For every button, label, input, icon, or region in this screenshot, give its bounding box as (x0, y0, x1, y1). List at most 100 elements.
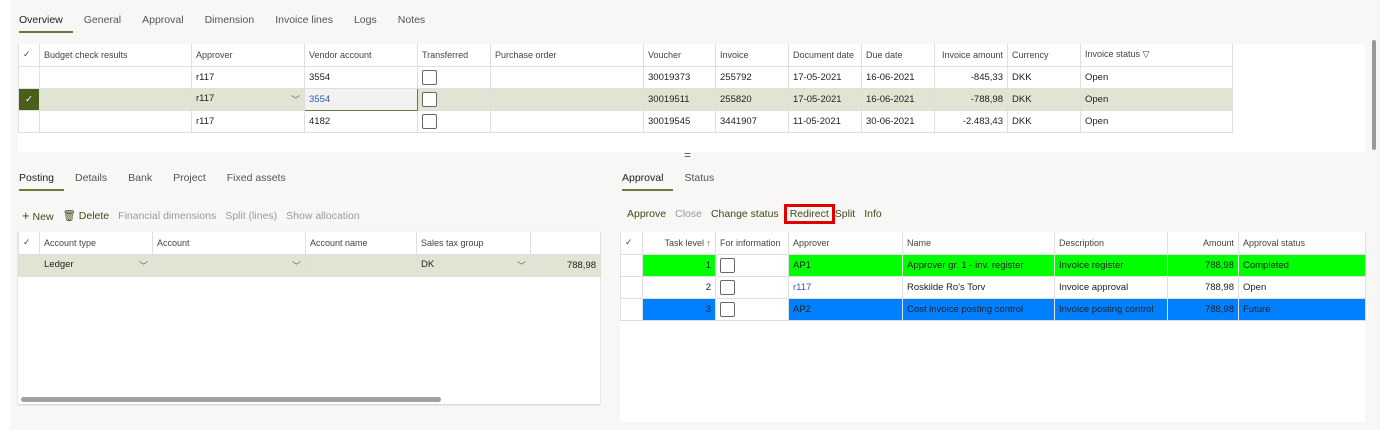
transferred-checkbox-cell[interactable] (417, 87, 491, 111)
table-row[interactable]: 2 r117 Roskilde Ro's Torv Invoice approval 7… (620, 275, 1366, 299)
col-doc-date[interactable]: Document date (788, 44, 862, 67)
tab-details[interactable]: Details (75, 172, 108, 184)
table-row[interactable]: r117 3554 30019373 255792 17-05-2021 16-06-20… (18, 65, 1233, 89)
account-type-select[interactable]: Ledger ﹀ (39, 253, 153, 277)
tab-invoice-lines[interactable]: Invoice lines (275, 14, 333, 26)
select-all-check[interactable]: ✓ (18, 44, 40, 67)
show-allocation-button[interactable]: Show allocation (286, 209, 360, 222)
new-button[interactable]: + New (22, 208, 54, 223)
tab-project[interactable]: Project (173, 172, 206, 184)
redirect-button[interactable]: Redirect (783, 204, 835, 224)
col-budget[interactable]: Budget check results (39, 44, 192, 67)
financial-dimensions-button[interactable]: Financial dimensions (118, 209, 217, 222)
vertical-scrollbar[interactable] (1372, 40, 1376, 150)
approve-button[interactable]: Approve (627, 208, 667, 220)
tab-logs[interactable]: Logs (353, 14, 377, 26)
tab-approval-lines[interactable]: Approval (622, 172, 674, 191)
col-task-level[interactable]: Task level ↑ (642, 232, 716, 255)
table-row[interactable]: r117 4182 30019545 3441907 11-05-2021 30-06-2… (18, 109, 1233, 133)
filter-icon[interactable]: ▽ (1142, 49, 1150, 60)
chevron-down-icon[interactable]: ﹀ (516, 260, 526, 271)
vendor-cell[interactable]: 3554 (304, 87, 418, 111)
tab-general[interactable]: General (83, 14, 122, 26)
for-information-checkbox[interactable] (720, 279, 735, 295)
amount-cell: -788,98 (934, 87, 1008, 111)
account-select[interactable]: ﹀ (152, 253, 306, 277)
approver-cell[interactable]: r117 ﹀ (191, 87, 305, 111)
col-po[interactable]: Purchase order (490, 44, 644, 67)
tab-dimension[interactable]: Dimension (204, 14, 255, 26)
col-vendor[interactable]: Vendor account (304, 44, 418, 67)
approver-cell[interactable]: r117 (788, 275, 903, 299)
chevron-down-icon[interactable]: ﹀ (291, 260, 301, 271)
col-approver[interactable]: Approver (191, 44, 305, 67)
col-for-information[interactable]: For information (715, 232, 789, 255)
col-currency[interactable]: Currency (1007, 44, 1081, 67)
tab-overview[interactable]: Overview (19, 14, 73, 33)
vendor-cell[interactable]: 3554 (304, 65, 418, 89)
transferred-checkbox[interactable] (422, 91, 437, 107)
col-amount[interactable]: Invoice amount (934, 44, 1008, 67)
for-information-checkbox[interactable] (720, 257, 735, 273)
row-select-check[interactable]: ✓ (18, 87, 40, 111)
delete-button[interactable]: 🗑 Delete (62, 210, 110, 222)
col-invoice[interactable]: Invoice (715, 44, 789, 67)
tab-fixed-assets[interactable]: Fixed assets (226, 172, 286, 184)
close-button[interactable]: Close (675, 208, 702, 220)
col-name[interactable]: Name (902, 232, 1055, 255)
select-all-check[interactable]: ✓ (620, 232, 643, 255)
split-button[interactable]: Split (834, 208, 856, 220)
row-select-check[interactable] (18, 109, 40, 133)
transferred-checkbox-cell[interactable] (417, 109, 491, 133)
col-account-name[interactable]: Account name (305, 232, 417, 255)
approver-cell[interactable]: AP2 (788, 297, 903, 321)
row-select-check[interactable] (620, 297, 643, 321)
chevron-down-icon[interactable]: ﹀ (290, 94, 300, 105)
col-status[interactable]: Invoice status ▽ (1080, 44, 1233, 67)
select-all-check[interactable]: ✓ (18, 232, 40, 255)
col-sales-tax-group[interactable]: Sales tax group (416, 232, 531, 255)
for-information-cell[interactable] (715, 253, 789, 277)
tab-posting[interactable]: Posting (19, 172, 65, 191)
split-lines-button[interactable]: Split (lines) (225, 209, 278, 222)
tab-notes[interactable]: Notes (397, 14, 426, 26)
col-due-date[interactable]: Due date (861, 44, 935, 67)
vendor-cell[interactable]: 4182 (304, 109, 418, 133)
col-amount[interactable] (530, 232, 601, 255)
col-transferred[interactable]: Transferred (417, 44, 491, 67)
splitter-handle[interactable]: = (684, 148, 692, 162)
for-information-cell[interactable] (715, 297, 789, 321)
change-status-button[interactable]: Change status (710, 208, 779, 220)
info-button[interactable]: Info (864, 208, 882, 220)
horizontal-scrollbar[interactable] (21, 397, 441, 402)
chevron-down-icon[interactable]: ﹀ (138, 260, 148, 271)
account-name-field[interactable] (305, 253, 417, 277)
tab-status[interactable]: Status (684, 172, 715, 184)
transferred-checkbox[interactable] (422, 113, 437, 129)
approver-cell[interactable]: r117 (191, 109, 305, 133)
col-account-type[interactable]: Account type (39, 232, 153, 255)
for-information-checkbox[interactable] (720, 301, 735, 317)
col-approver[interactable]: Approver (788, 232, 903, 255)
for-information-cell[interactable] (715, 275, 789, 299)
col-voucher[interactable]: Voucher (643, 44, 716, 67)
table-row[interactable]: Ledger ﹀ ﹀ DK ﹀ 788,98 (18, 253, 601, 277)
table-row[interactable]: 3 AP2 Cost invoice posting control Invoice … (620, 297, 1366, 321)
col-approval-status[interactable]: Approval status (1238, 232, 1366, 255)
sales-tax-group-select[interactable]: DK ﹀ (416, 253, 531, 277)
table-row[interactable]: 1 AP1 Approver gr. 1 - inv. register Invoic… (620, 253, 1366, 277)
transferred-checkbox[interactable] (422, 69, 437, 85)
table-row[interactable]: ✓ r117 ﹀ 3554 30019511 255820 17-05-2021 16-06-… (18, 87, 1233, 111)
col-description[interactable]: Description (1054, 232, 1168, 255)
col-account[interactable]: Account (152, 232, 306, 255)
tab-approval[interactable]: Approval (142, 14, 184, 26)
row-select-check[interactable] (620, 253, 643, 277)
row-select-check[interactable] (620, 275, 643, 299)
amount-field[interactable]: 788,98 (530, 253, 601, 277)
col-amount[interactable]: Amount (1167, 232, 1239, 255)
approver-cell[interactable]: AP1 (788, 253, 903, 277)
tab-bank[interactable]: Bank (128, 172, 153, 184)
transferred-checkbox-cell[interactable] (417, 65, 491, 89)
approver-cell[interactable]: r117 (191, 65, 305, 89)
row-select-check[interactable] (18, 65, 40, 89)
